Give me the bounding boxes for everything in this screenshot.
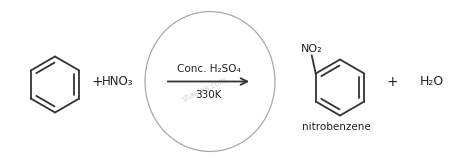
Text: +: + bbox=[91, 75, 103, 89]
Text: +: + bbox=[386, 75, 398, 89]
Text: HNO₃: HNO₃ bbox=[102, 75, 134, 88]
Text: 330K: 330K bbox=[195, 90, 222, 100]
Text: H₂O: H₂O bbox=[420, 75, 444, 88]
Text: shaalaa.com: shaalaa.com bbox=[181, 75, 229, 104]
Text: Conc. H₂SO₄: Conc. H₂SO₄ bbox=[177, 63, 240, 73]
Text: NO₂: NO₂ bbox=[301, 45, 323, 55]
Text: nitrobenzene: nitrobenzene bbox=[301, 122, 370, 132]
